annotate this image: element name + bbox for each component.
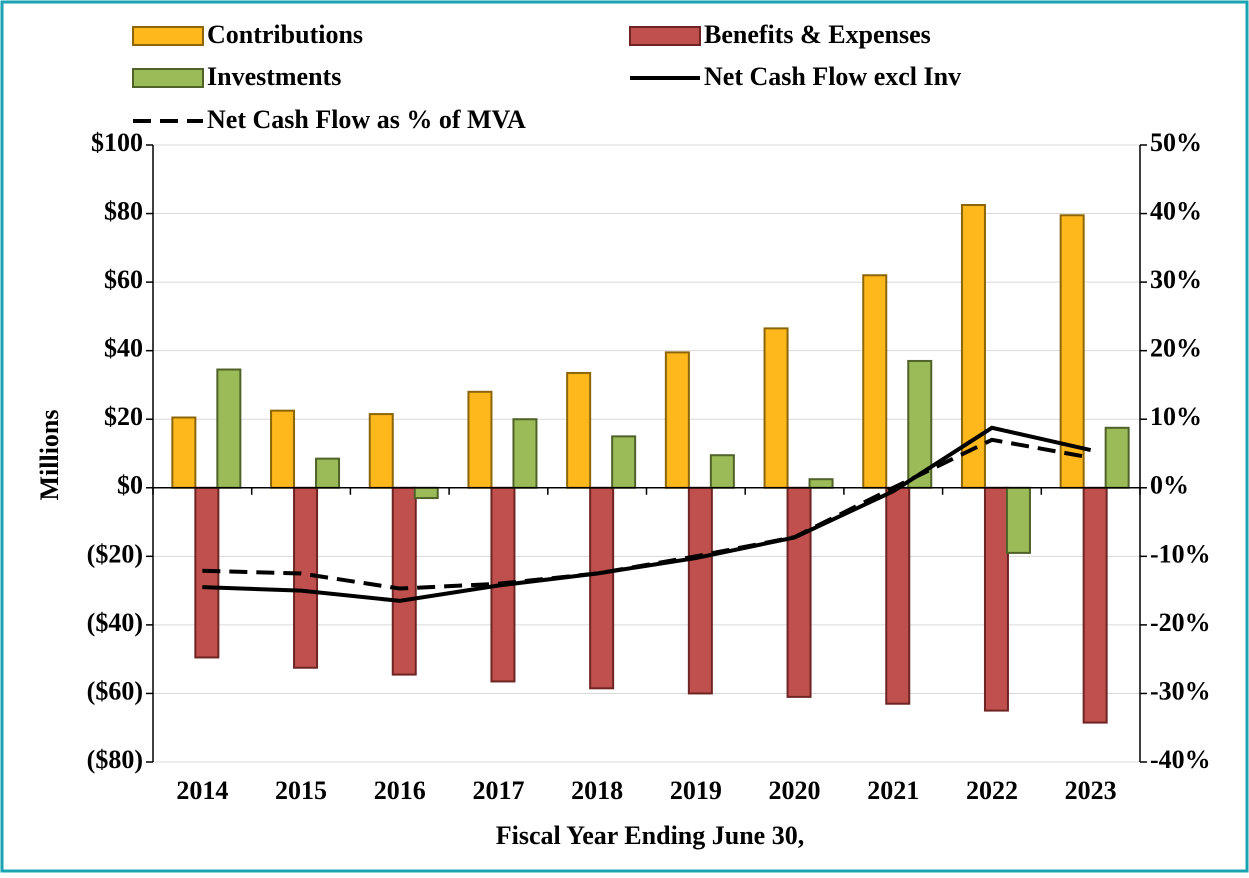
bar: [315, 457, 341, 489]
legend-swatch: [132, 68, 204, 88]
y-tick-label: $20: [104, 402, 143, 431]
y-tick-label: $60: [104, 265, 143, 294]
bar: [391, 486, 417, 676]
y2-tick-label: 30%: [1150, 265, 1202, 294]
x-tick-label: 2017: [472, 776, 524, 805]
y2-tick-label: -30%: [1150, 676, 1211, 705]
y2-tick-label: 10%: [1150, 402, 1202, 431]
bar: [664, 351, 690, 489]
y-tick-label: ($80): [87, 745, 143, 774]
line-series: [202, 437, 1092, 591]
legend-swatch: [629, 26, 701, 46]
y-tick-label: $100: [91, 128, 143, 157]
x-tick-label: 2014: [176, 776, 228, 805]
y2-tick-label: -10%: [1150, 539, 1211, 568]
y2-tick-label: 50%: [1150, 128, 1202, 157]
bar: [589, 486, 615, 690]
legend-label: Net Cash Flow as % of MVA: [207, 105, 526, 134]
x-tick-label: 2015: [275, 776, 327, 805]
x-tick-label: 2021: [867, 776, 919, 805]
bar: [611, 435, 637, 489]
x-tick-label: 2022: [966, 776, 1018, 805]
y-axis-title: Millions: [35, 409, 64, 500]
y2-tick-label: 40%: [1150, 197, 1202, 226]
x-tick-label: 2019: [670, 776, 722, 805]
y2-tick-label: -20%: [1150, 608, 1211, 637]
bar: [467, 390, 493, 489]
bar: [885, 486, 911, 705]
y-tick-label: $0: [117, 471, 143, 500]
x-tick-label: 2016: [374, 776, 426, 805]
bar: [709, 454, 735, 489]
bar: [687, 486, 713, 695]
bar: [763, 327, 789, 489]
bar: [1005, 486, 1031, 554]
y-tick-label: $80: [104, 197, 143, 226]
legend-label: Contributions: [207, 20, 363, 49]
bar: [512, 418, 538, 489]
y-tick-label: $40: [104, 334, 143, 363]
y-tick-label: ($20): [87, 539, 143, 568]
bar: [983, 486, 1009, 712]
legend-label: Investments: [207, 62, 341, 91]
y2-tick-label: 0%: [1150, 471, 1189, 500]
bar: [171, 416, 197, 489]
y-tick-label: ($60): [87, 676, 143, 705]
x-tick-label: 2023: [1065, 776, 1117, 805]
bar: [293, 486, 319, 669]
y-tick-label: ($40): [87, 608, 143, 637]
bar: [566, 371, 592, 489]
x-axis-title: Fiscal Year Ending June 30,: [496, 821, 804, 850]
x-tick-label: 2018: [571, 776, 623, 805]
bar: [270, 409, 296, 489]
legend-label: Net Cash Flow excl Inv: [704, 62, 961, 91]
bar: [368, 413, 394, 489]
bar: [1104, 426, 1130, 489]
legend-label: Benefits & Expenses: [704, 20, 931, 49]
bar: [862, 274, 888, 489]
bar: [786, 486, 812, 698]
x-tick-label: 2020: [769, 776, 821, 805]
legend-swatch: [132, 26, 204, 46]
y2-tick-label: 20%: [1150, 334, 1202, 363]
bar: [1082, 486, 1108, 724]
bar: [216, 368, 242, 489]
y2-tick-label: -40%: [1150, 745, 1211, 774]
bar: [413, 486, 439, 500]
bar: [808, 478, 834, 489]
